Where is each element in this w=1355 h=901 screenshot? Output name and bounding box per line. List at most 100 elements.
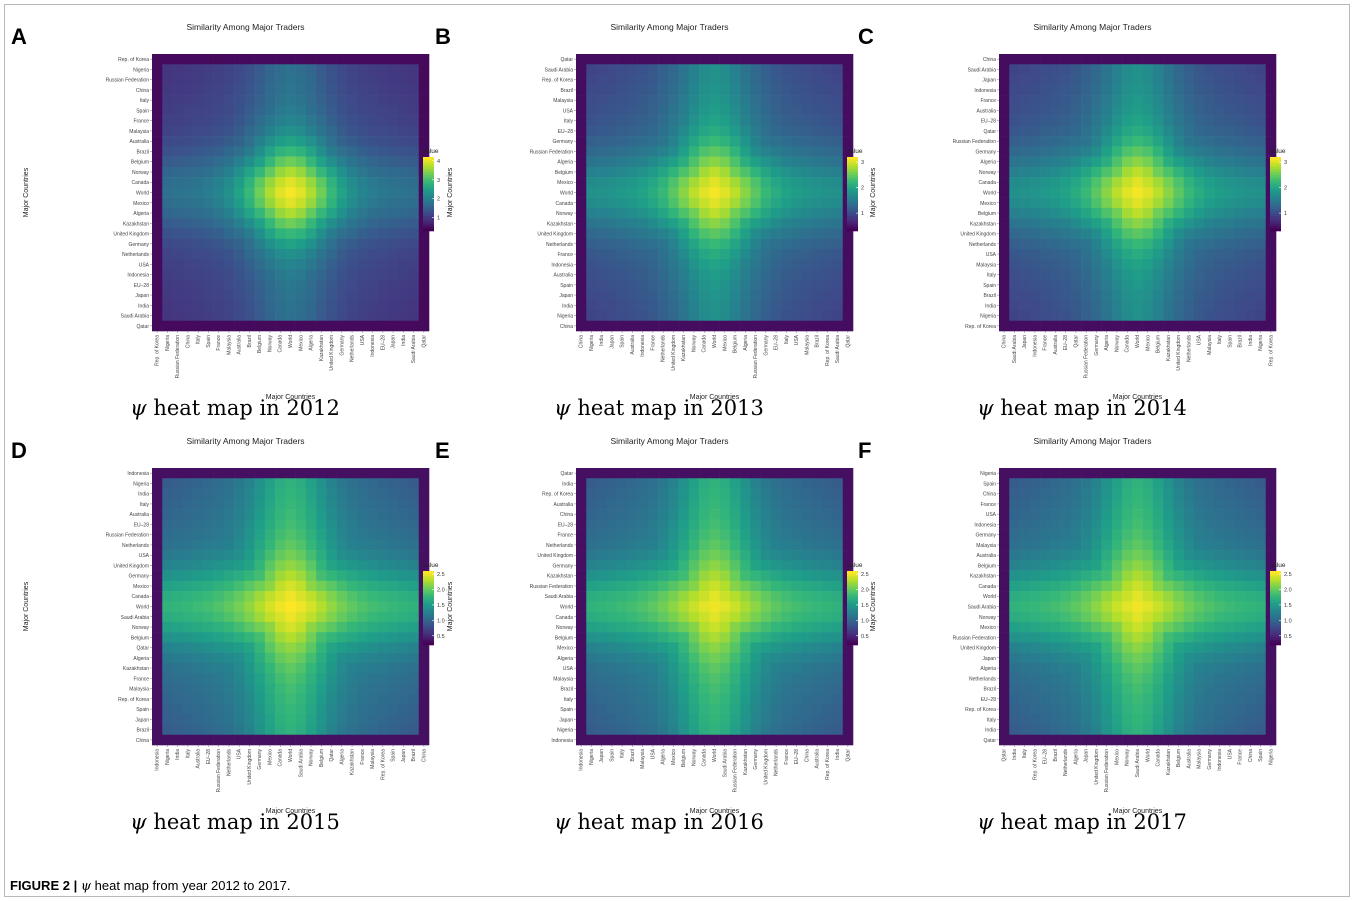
heatmap-cell	[1214, 509, 1225, 520]
heatmap-cell	[1122, 529, 1133, 541]
heatmap-cell	[668, 310, 679, 322]
heatmap-cell	[658, 673, 669, 684]
heatmap-cell	[193, 601, 204, 612]
heatmap-cell	[1081, 652, 1092, 664]
heatmap-cell	[709, 560, 720, 571]
legend-swatch	[847, 201, 858, 205]
legend-swatch	[423, 198, 434, 202]
heatmap-cell	[668, 300, 679, 311]
heatmap-cell	[244, 310, 255, 322]
heatmap-cell	[193, 734, 204, 746]
heatmap-cell	[627, 703, 638, 715]
heatmap-cell	[719, 591, 731, 602]
heatmap-cell	[760, 207, 772, 219]
heatmap-cell	[637, 310, 649, 322]
heatmap-cell	[822, 611, 833, 623]
heatmap-cell	[367, 601, 378, 612]
heatmap-cell	[791, 269, 802, 280]
heatmap-cell	[1173, 166, 1184, 178]
panel-caption: ψ heat map in 2013	[484, 396, 834, 420]
heatmap-cell	[586, 539, 597, 551]
heatmap-cell	[637, 673, 649, 684]
heatmap-cell	[234, 724, 245, 736]
heatmap-cell	[647, 187, 659, 198]
heatmap-cell	[254, 632, 266, 643]
heatmap-cell	[999, 652, 1010, 664]
heatmap-cell	[1163, 207, 1174, 219]
heatmap-cell	[387, 218, 399, 229]
legend-swatch	[423, 605, 434, 609]
legend-swatch	[423, 590, 434, 594]
heatmap-cell	[1040, 509, 1051, 520]
heatmap-cell	[576, 714, 587, 725]
heatmap-cell	[264, 621, 276, 633]
heatmap-cell	[688, 166, 700, 178]
heatmap-cell	[162, 207, 173, 219]
heatmap-cell	[606, 218, 618, 229]
heatmap-cell	[357, 550, 368, 561]
heatmap-cell	[668, 146, 679, 157]
heatmap-cell	[326, 125, 337, 137]
heatmap-cell	[1142, 611, 1154, 623]
heatmap-cell	[647, 601, 659, 612]
heatmap-cell	[1132, 621, 1143, 633]
heatmap-cell	[1091, 74, 1102, 86]
heatmap-cell	[213, 550, 225, 561]
heatmap-cell	[822, 550, 833, 561]
heatmap-cell	[1009, 84, 1020, 96]
heatmap-cell	[1111, 187, 1123, 198]
heatmap-cell	[234, 279, 245, 291]
heatmap-cell	[750, 693, 761, 705]
heatmap-cell	[1224, 320, 1236, 332]
heatmap-cell	[254, 591, 266, 602]
heatmap-cell	[1245, 519, 1256, 530]
heatmap-cell	[801, 300, 813, 311]
heatmap-cell	[203, 218, 214, 229]
heatmap-cell	[285, 238, 296, 250]
heatmap-cell	[740, 529, 751, 541]
heatmap-cell	[1152, 529, 1164, 541]
heatmap-cell	[781, 166, 792, 178]
heatmap-cell	[627, 54, 638, 65]
heatmap-cell	[1101, 662, 1113, 674]
heatmap-cell	[172, 642, 184, 653]
heatmap-cell	[1265, 228, 1277, 239]
heatmap-cell	[576, 632, 587, 643]
heatmap-cell	[791, 498, 802, 510]
heatmap-cell	[617, 519, 628, 530]
heatmap-cell	[182, 248, 194, 260]
legend-swatch	[423, 588, 434, 592]
heatmap-cell	[1050, 248, 1061, 260]
y-tick-label: Indonesia	[127, 471, 149, 477]
heatmap-cell	[1255, 84, 1267, 96]
heatmap-cell	[1101, 560, 1113, 571]
heatmap-cell	[1245, 105, 1256, 116]
legend-swatch	[1270, 191, 1281, 195]
heatmap-cell	[1122, 509, 1133, 520]
heatmap-cell	[264, 259, 276, 270]
heatmap-cell	[244, 269, 255, 280]
heatmap-cell	[811, 478, 823, 489]
heatmap-cell	[596, 683, 608, 694]
heatmap-cell	[1019, 662, 1031, 674]
heatmap-cell	[223, 259, 235, 270]
y-tick-label: Kazakhstan	[123, 666, 149, 672]
heatmap-cell	[719, 207, 731, 219]
heatmap-cell	[606, 279, 618, 291]
heatmap-cell	[1050, 591, 1061, 602]
heatmap-cell	[316, 228, 327, 239]
heatmap-cell	[254, 105, 266, 116]
heatmap-cell	[346, 509, 358, 520]
heatmap-cell	[740, 468, 751, 479]
heatmap-cell	[668, 177, 679, 188]
y-tick-label: Qatar	[560, 471, 573, 477]
x-tick-label: Indonesia	[1032, 335, 1038, 357]
x-tick-label: China	[579, 335, 585, 348]
x-tick-label: Rep. of Korea	[825, 335, 831, 366]
heatmap-cell	[647, 320, 659, 332]
heatmap-cell	[791, 310, 802, 322]
heatmap-cell	[377, 468, 389, 479]
heatmap-cell	[213, 632, 225, 643]
heatmap-cell	[223, 310, 235, 322]
y-tick-label: USA	[139, 262, 150, 268]
